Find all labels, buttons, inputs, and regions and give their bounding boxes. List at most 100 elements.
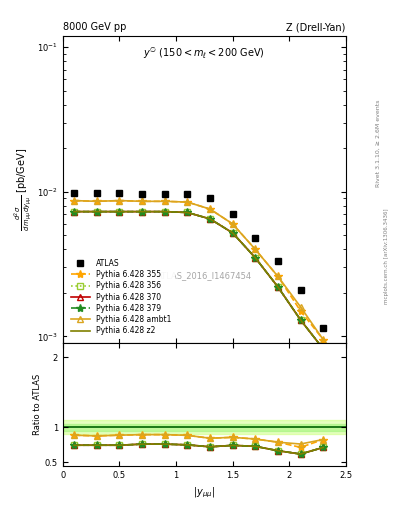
Pythia 6.428 370 [298, 317, 303, 323]
Pythia 6.428 356 [321, 346, 325, 352]
Pythia 6.428 ambt1 [253, 246, 258, 252]
Pythia 6.428 ambt1 [117, 198, 122, 204]
Pythia 6.428 z2 [298, 317, 303, 323]
ATLAS [117, 190, 122, 196]
Pythia 6.428 379 [321, 346, 325, 352]
Pythia 6.428 z2 [117, 208, 122, 215]
Pythia 6.428 355 [298, 308, 303, 314]
Line: ATLAS: ATLAS [71, 189, 327, 331]
Bar [63, 424, 346, 431]
Line: Pythia 6.428 z2: Pythia 6.428 z2 [74, 211, 323, 349]
Pythia 6.428 z2 [94, 208, 99, 215]
ATLAS [162, 191, 167, 198]
Pythia 6.428 370 [117, 208, 122, 215]
Pythia 6.428 355 [140, 198, 145, 204]
Text: Rivet 3.1.10, ≥ 2.6M events: Rivet 3.1.10, ≥ 2.6M events [376, 100, 381, 187]
Pythia 6.428 370 [162, 208, 167, 215]
Pythia 6.428 355 [185, 199, 190, 205]
Text: Z (Drell-Yan): Z (Drell-Yan) [286, 23, 346, 32]
ATLAS [298, 287, 303, 293]
ATLAS [185, 191, 190, 198]
Pythia 6.428 355 [275, 273, 280, 280]
Pythia 6.428 355 [162, 198, 167, 204]
Pythia 6.428 370 [253, 254, 258, 261]
Pythia 6.428 370 [185, 209, 190, 216]
Pythia 6.428 ambt1 [298, 304, 303, 310]
ATLAS [321, 325, 325, 331]
Pythia 6.428 370 [321, 346, 325, 352]
Pythia 6.428 379 [298, 317, 303, 323]
Y-axis label: $\frac{d^2\sigma}{d\,m_{\mu\mu}\,dy_{\mu\mu}}$ [pb/GeV]: $\frac{d^2\sigma}{d\,m_{\mu\mu}\,dy_{\mu… [12, 148, 34, 231]
Pythia 6.428 356 [94, 208, 99, 215]
Pythia 6.428 z2 [162, 208, 167, 215]
Pythia 6.428 356 [275, 284, 280, 290]
Pythia 6.428 z2 [230, 230, 235, 236]
Pythia 6.428 z2 [72, 208, 77, 215]
Bar [63, 420, 346, 434]
Pythia 6.428 355 [208, 206, 212, 212]
Pythia 6.428 355 [230, 221, 235, 227]
ATLAS [230, 211, 235, 217]
Line: Pythia 6.428 ambt1: Pythia 6.428 ambt1 [72, 198, 326, 343]
Pythia 6.428 ambt1 [94, 198, 99, 204]
Pythia 6.428 356 [162, 208, 167, 215]
Pythia 6.428 z2 [321, 346, 325, 352]
Pythia 6.428 379 [185, 209, 190, 216]
Pythia 6.428 355 [321, 336, 325, 343]
Legend: ATLAS, Pythia 6.428 355, Pythia 6.428 356, Pythia 6.428 370, Pythia 6.428 379, P: ATLAS, Pythia 6.428 355, Pythia 6.428 35… [67, 255, 175, 339]
Pythia 6.428 356 [72, 208, 77, 215]
Pythia 6.428 370 [208, 216, 212, 222]
Pythia 6.428 379 [72, 208, 77, 215]
Pythia 6.428 z2 [140, 208, 145, 215]
Pythia 6.428 379 [162, 208, 167, 215]
Pythia 6.428 379 [253, 254, 258, 261]
ATLAS [140, 191, 145, 198]
Pythia 6.428 z2 [275, 284, 280, 290]
Pythia 6.428 379 [94, 208, 99, 215]
Line: Pythia 6.428 370: Pythia 6.428 370 [72, 209, 326, 352]
Pythia 6.428 370 [140, 208, 145, 215]
ATLAS [253, 235, 258, 241]
Pythia 6.428 z2 [208, 216, 212, 222]
Pythia 6.428 379 [275, 284, 280, 290]
Pythia 6.428 370 [275, 284, 280, 290]
Pythia 6.428 356 [253, 254, 258, 261]
Pythia 6.428 356 [117, 208, 122, 215]
Text: 8000 GeV pp: 8000 GeV pp [63, 23, 126, 32]
Pythia 6.428 379 [208, 216, 212, 222]
Pythia 6.428 ambt1 [162, 198, 167, 204]
Pythia 6.428 379 [117, 208, 122, 215]
Y-axis label: Ratio to ATLAS: Ratio to ATLAS [33, 374, 42, 435]
Pythia 6.428 ambt1 [185, 199, 190, 205]
Line: Pythia 6.428 355: Pythia 6.428 355 [70, 197, 327, 344]
Text: ATLAS_2016_I1467454: ATLAS_2016_I1467454 [157, 271, 252, 280]
X-axis label: $|y_{\mu\mu}|$: $|y_{\mu\mu}|$ [193, 485, 215, 500]
Pythia 6.428 370 [72, 208, 77, 215]
Pythia 6.428 ambt1 [275, 273, 280, 280]
Pythia 6.428 370 [94, 208, 99, 215]
ATLAS [275, 259, 280, 265]
Pythia 6.428 ambt1 [140, 198, 145, 204]
Pythia 6.428 355 [94, 198, 99, 204]
Pythia 6.428 ambt1 [72, 198, 77, 204]
Pythia 6.428 ambt1 [208, 206, 212, 212]
ATLAS [94, 190, 99, 196]
Pythia 6.428 379 [230, 230, 235, 236]
ATLAS [208, 196, 212, 202]
Line: Pythia 6.428 379: Pythia 6.428 379 [70, 207, 327, 353]
Pythia 6.428 356 [185, 209, 190, 216]
Pythia 6.428 z2 [185, 209, 190, 216]
Pythia 6.428 ambt1 [230, 221, 235, 227]
Pythia 6.428 355 [117, 198, 122, 204]
Pythia 6.428 ambt1 [321, 336, 325, 343]
Pythia 6.428 356 [230, 230, 235, 236]
ATLAS [72, 190, 77, 196]
Pythia 6.428 370 [230, 230, 235, 236]
Pythia 6.428 356 [208, 216, 212, 222]
Line: Pythia 6.428 356: Pythia 6.428 356 [72, 209, 326, 352]
Text: $y^{\emptyset}\ (150 < m_{\ell} < 200\ \mathrm{GeV})$: $y^{\emptyset}\ (150 < m_{\ell} < 200\ \… [143, 45, 265, 61]
Pythia 6.428 355 [253, 246, 258, 252]
Text: mcplots.cern.ch [arXiv:1306.3436]: mcplots.cern.ch [arXiv:1306.3436] [384, 208, 389, 304]
Pythia 6.428 379 [140, 208, 145, 215]
Pythia 6.428 356 [298, 317, 303, 323]
